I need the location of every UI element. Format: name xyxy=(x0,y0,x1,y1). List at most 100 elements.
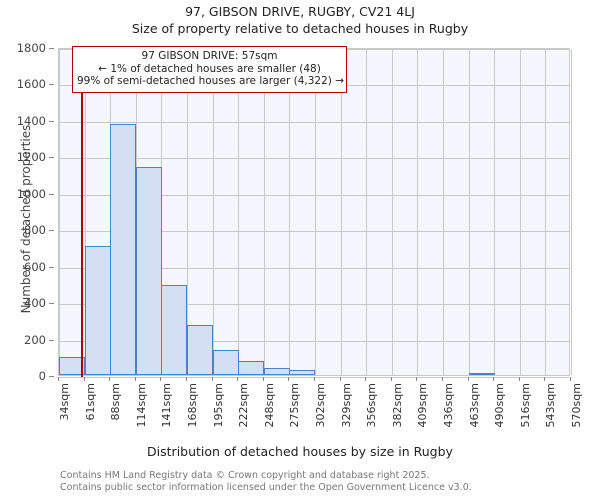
histogram-bar xyxy=(85,245,111,375)
y-axis-tick-label: 200 xyxy=(24,332,46,347)
x-axis-tick-mark xyxy=(467,377,469,381)
footer-attribution: Contains HM Land Registry data © Crown c… xyxy=(60,470,472,493)
gridline-horizontal xyxy=(59,340,569,342)
y-axis-tick-mark xyxy=(49,339,54,341)
y-axis-tick-label: 1400 xyxy=(16,113,46,128)
gridline-horizontal xyxy=(59,194,569,196)
x-axis-tick-mark xyxy=(160,377,162,381)
y-axis-tick-label: 600 xyxy=(24,259,46,274)
x-axis-tick-mark xyxy=(262,377,264,381)
gridline-vertical xyxy=(443,49,444,375)
y-axis-tick-mark xyxy=(49,193,54,195)
gridline-horizontal xyxy=(59,267,569,269)
y-axis-tick-label: 1000 xyxy=(16,186,46,201)
x-axis-tick-mark xyxy=(288,377,290,381)
annotation-line-3: 99% of semi-detached houses are larger (… xyxy=(77,75,345,87)
x-axis-tick-label: 463sqm xyxy=(467,383,481,428)
gridline-vertical xyxy=(213,49,214,375)
gridline-vertical xyxy=(469,49,470,375)
histogram-bar xyxy=(161,284,187,375)
y-axis-tick-mark xyxy=(49,376,54,377)
x-axis-tick-mark xyxy=(518,377,520,381)
y-axis-tick-mark xyxy=(49,157,54,159)
x-axis-tick-label: 329sqm xyxy=(339,383,353,428)
histogram-bar xyxy=(110,124,136,375)
property-annotation-box: 97 GIBSON DRIVE: 57sqm ← 1% of detached … xyxy=(72,46,347,93)
x-axis-tick-label: 248sqm xyxy=(262,383,276,428)
gridline-vertical xyxy=(341,49,342,375)
gridline-vertical xyxy=(366,49,367,375)
x-axis-tick-mark xyxy=(365,377,367,381)
y-axis-label: Number of detached properties xyxy=(19,124,33,314)
y-axis-tick-mark xyxy=(49,120,54,122)
x-axis-tick-label: 409sqm xyxy=(416,383,430,428)
gridline-horizontal xyxy=(59,121,569,123)
histogram-bar xyxy=(187,324,213,375)
annotation-line-1: 97 GIBSON DRIVE: 57sqm xyxy=(141,50,278,62)
y-axis-tick-label: 1600 xyxy=(16,77,46,92)
y-axis-tick-mark xyxy=(49,48,54,49)
y-axis-tick-mark xyxy=(49,84,54,86)
x-axis-label: Distribution of detached houses by size … xyxy=(147,444,453,459)
annotation-line-2: ← 1% of detached houses are smaller (48) xyxy=(98,62,321,75)
x-axis-tick-label: 275sqm xyxy=(288,383,302,428)
plot-area xyxy=(58,46,572,378)
x-axis-tick-mark xyxy=(390,377,392,381)
x-axis-tick-label: 61sqm xyxy=(83,383,97,421)
x-axis-tick-mark xyxy=(211,377,213,381)
gridline-vertical xyxy=(494,49,495,375)
gridline-horizontal xyxy=(59,158,569,160)
page-title: 97, GIBSON DRIVE, RUGBY, CV21 4LJ xyxy=(185,4,415,19)
chart-header: 97, GIBSON DRIVE, RUGBY, CV21 4LJ Size o… xyxy=(0,0,600,38)
y-axis-tick-label: 800 xyxy=(24,223,46,238)
x-axis-tick-label: 141sqm xyxy=(160,383,174,428)
x-axis-tick-label: 543sqm xyxy=(544,383,558,428)
x-axis-tick-mark xyxy=(109,377,111,381)
y-axis-tick-label: 1800 xyxy=(16,41,46,55)
x-axis-tick-mark xyxy=(416,377,418,381)
x-axis-tick-label: 34sqm xyxy=(58,383,71,421)
x-axis-tick-label: 114sqm xyxy=(134,383,148,428)
gridline-vertical xyxy=(315,49,316,375)
histogram-bar xyxy=(213,349,239,375)
x-axis-tick-label: 570sqm xyxy=(570,383,583,428)
gridline-horizontal xyxy=(59,231,569,233)
y-axis-tick-mark xyxy=(49,303,54,305)
property-size-marker-line xyxy=(80,46,83,377)
footer-line-1: Contains HM Land Registry data © Crown c… xyxy=(60,470,430,481)
histogram-bar xyxy=(238,361,264,375)
gridline-horizontal xyxy=(59,304,569,306)
x-axis-tick-mark xyxy=(544,377,546,381)
gridline-vertical xyxy=(59,49,60,375)
y-axis-tick-label: 400 xyxy=(24,296,46,311)
y-axis-tick-mark xyxy=(49,266,54,268)
x-axis-tick-mark xyxy=(339,377,341,381)
y-axis-tick-label: 0 xyxy=(38,369,46,383)
x-axis-tick-mark xyxy=(570,377,571,381)
x-axis-tick-label: 195sqm xyxy=(211,383,225,428)
y-axis-tick-mark xyxy=(49,230,54,232)
gridline-vertical xyxy=(520,49,521,375)
histogram-bar xyxy=(136,167,162,375)
x-axis-tick-label: 516sqm xyxy=(518,383,532,428)
histogram-bar xyxy=(469,373,495,375)
gridline-vertical xyxy=(85,49,86,375)
x-axis-tick-label: 222sqm xyxy=(237,383,251,428)
x-axis: 34sqm 61sqm 88sqm 114sqm 141sqm 168sqm 195sqm 2… xyxy=(58,377,583,441)
x-axis-tick-label: 356sqm xyxy=(365,383,379,428)
x-axis-tick-label: 88sqm xyxy=(109,383,123,421)
x-axis-tick-label: 382sqm xyxy=(390,383,404,428)
x-axis-tick-mark xyxy=(493,377,495,381)
gridline-vertical xyxy=(264,49,265,375)
gridline-vertical xyxy=(238,49,239,375)
gridline-vertical xyxy=(417,49,418,375)
gridline-vertical xyxy=(392,49,393,375)
y-axis: 0 200 400 600 800 1000 1200 1400 1600 1800 xyxy=(0,41,54,383)
footer-line-2: Contains public sector information licen… xyxy=(60,481,472,493)
histogram-bar xyxy=(289,369,315,375)
x-axis-tick-mark xyxy=(237,377,239,381)
x-axis-tick-mark xyxy=(442,377,443,381)
histogram-bar xyxy=(59,356,85,375)
x-axis-tick-mark xyxy=(134,377,136,381)
x-axis-tick-label: 490sqm xyxy=(493,383,507,428)
